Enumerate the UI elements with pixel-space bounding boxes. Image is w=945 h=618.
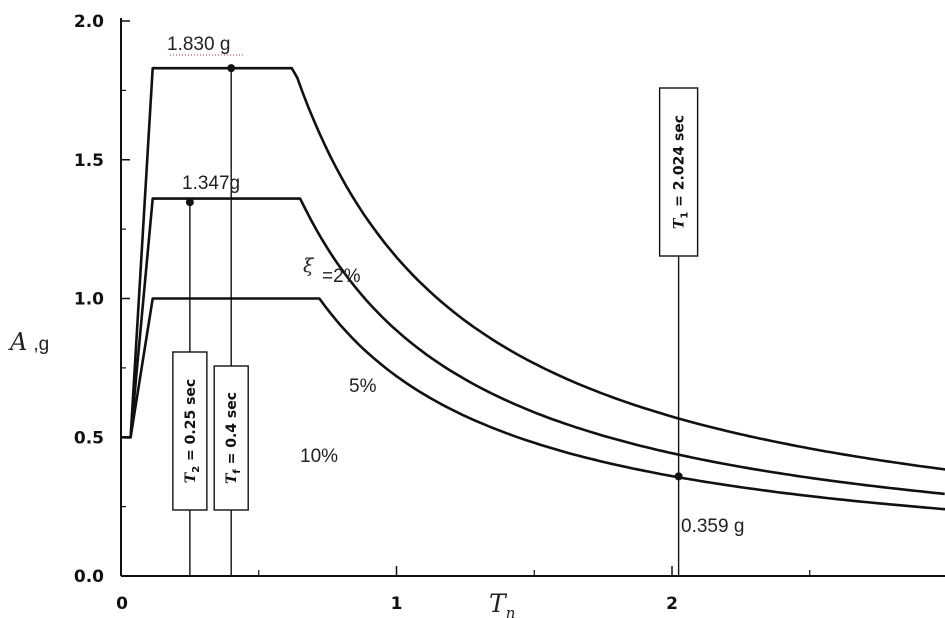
curve-series-3 bbox=[120, 297, 945, 511]
peak-value-2pct: 1.830 g bbox=[167, 34, 230, 55]
series-label-5pct: 5% bbox=[349, 376, 377, 397]
peak-value-5pct: 1.347g bbox=[182, 173, 240, 194]
period-box-label: Tf = 0.4 sec bbox=[224, 392, 243, 484]
period-box bbox=[172, 351, 208, 511]
y-tick-label: 0.0 bbox=[74, 567, 104, 587]
period-box bbox=[658, 87, 699, 257]
marker-dot bbox=[227, 64, 236, 73]
curves bbox=[120, 66, 945, 511]
annotations: 1.830 g 1.347g 0.359 g ξ =2% 5% 10% bbox=[167, 34, 744, 537]
marker-dot bbox=[674, 472, 683, 481]
x-tick-label: 2 bbox=[666, 594, 678, 614]
period-box-label: T2 = 0.25 sec bbox=[183, 379, 202, 483]
period-box-label: T1 = 2.024 sec bbox=[672, 115, 691, 229]
xi-symbol: ξ bbox=[303, 255, 315, 277]
x-tick-label: 1 bbox=[391, 594, 403, 614]
marker-dot bbox=[185, 198, 194, 207]
y-tick-label: 1.0 bbox=[74, 290, 104, 310]
y-axis-title: A ,g bbox=[8, 328, 49, 356]
x-tick-label: 0 bbox=[116, 594, 128, 614]
value-at-t1: 0.359 g bbox=[681, 516, 744, 537]
curve-series-1 bbox=[120, 66, 945, 471]
y-tick-label: 2.0 bbox=[74, 12, 104, 32]
period-box bbox=[213, 365, 249, 511]
period-lines bbox=[185, 64, 683, 576]
period-label-boxes: T2 = 0.25 sec Tf = 0.4 sec T1 = 2.024 sec bbox=[172, 87, 699, 511]
axes: 0.0 0.5 1.0 1.5 2.0 0 1 2 A ,g Tn bbox=[8, 12, 945, 618]
curve-series-2 bbox=[120, 197, 945, 496]
series-label-2pct: =2% bbox=[322, 266, 361, 287]
series-label-10pct: 10% bbox=[300, 446, 338, 467]
y-tick-label: 0.5 bbox=[74, 428, 104, 448]
y-tick-label: 1.5 bbox=[74, 151, 104, 171]
x-axis-title: Tn bbox=[489, 589, 515, 618]
